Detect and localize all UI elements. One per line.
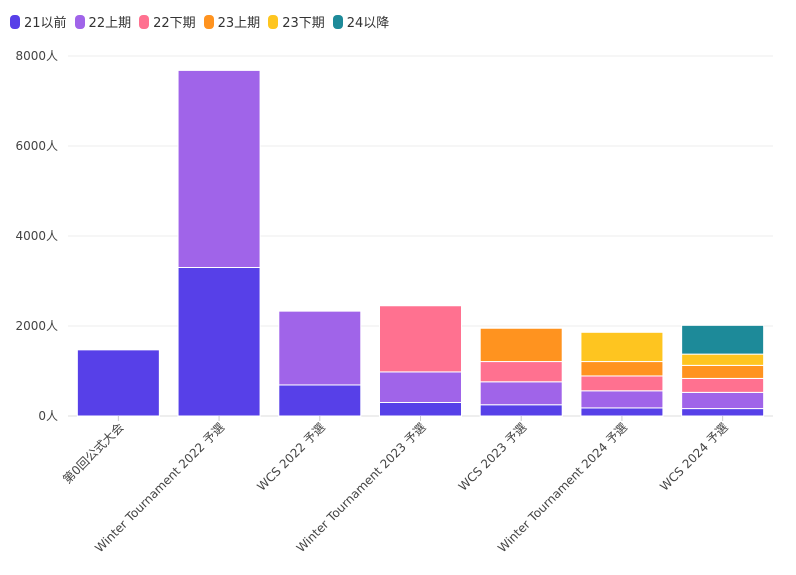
bar-segment[interactable]	[177, 267, 261, 417]
x-tick-label: WCS 2023 予選	[456, 420, 530, 494]
legend-item[interactable]: 21以前	[10, 12, 67, 31]
bar-segment[interactable]	[681, 377, 765, 393]
x-tick-label: WCS 2024 予選	[657, 420, 731, 494]
legend-label: 22上期	[88, 16, 132, 31]
x-tick-label: 第0回公式大会	[60, 420, 126, 486]
legend-label: 23下期	[282, 16, 325, 31]
bar-segment[interactable]	[580, 390, 664, 409]
chart-legend: 21以前 22上期 22下期 23上期 23下期 24以降	[10, 12, 389, 31]
bar-segment[interactable]	[379, 305, 462, 373]
y-tick-label: 6000人	[15, 139, 58, 153]
bar-segment[interactable]	[479, 361, 563, 383]
bar-segment[interactable]	[76, 349, 160, 417]
bar-segment[interactable]	[681, 364, 765, 379]
legend-swatch	[74, 14, 85, 29]
legend-item[interactable]: 23上期	[203, 12, 261, 31]
legend-label: 22下期	[153, 16, 196, 31]
y-tick-label: 2000人	[15, 319, 58, 333]
legend-swatch	[203, 14, 214, 29]
bar-segment[interactable]	[479, 404, 563, 417]
bar-segment[interactable]	[681, 408, 765, 417]
legend-item[interactable]: 22上期	[74, 12, 132, 31]
bar-segment[interactable]	[379, 402, 462, 417]
legend-item[interactable]: 23下期	[268, 12, 325, 31]
legend-label: 21以前	[24, 16, 67, 31]
legend-swatch	[10, 14, 20, 29]
bar-segment[interactable]	[479, 381, 563, 406]
bar-segment[interactable]	[379, 371, 462, 403]
bar-segment[interactable]	[278, 310, 362, 386]
legend-label: 24以降	[346, 16, 390, 31]
legend-swatch	[139, 14, 150, 29]
bar-segment[interactable]	[580, 361, 664, 377]
legend-item[interactable]: 22下期	[139, 12, 196, 31]
legend-swatch	[268, 14, 279, 29]
legend-swatch	[332, 14, 343, 29]
bar-segment[interactable]	[278, 384, 362, 417]
y-tick-label: 4000人	[15, 229, 58, 243]
legend-item[interactable]: 24以降	[332, 12, 390, 31]
x-tick-label: WCS 2022 予選	[254, 420, 328, 494]
bar-segment[interactable]	[177, 69, 261, 269]
bar-segment[interactable]	[681, 324, 765, 355]
bar-segment[interactable]	[580, 331, 664, 363]
bar-segment[interactable]	[681, 391, 765, 410]
y-tick-label: 0人	[38, 409, 58, 423]
y-tick-label: 8000人	[15, 49, 58, 63]
bar-segment[interactable]	[580, 407, 664, 417]
bar-segment[interactable]	[580, 375, 664, 392]
bar-segment[interactable]	[681, 353, 765, 366]
bar-segment[interactable]	[479, 327, 563, 363]
legend-label: 23上期	[217, 16, 261, 31]
